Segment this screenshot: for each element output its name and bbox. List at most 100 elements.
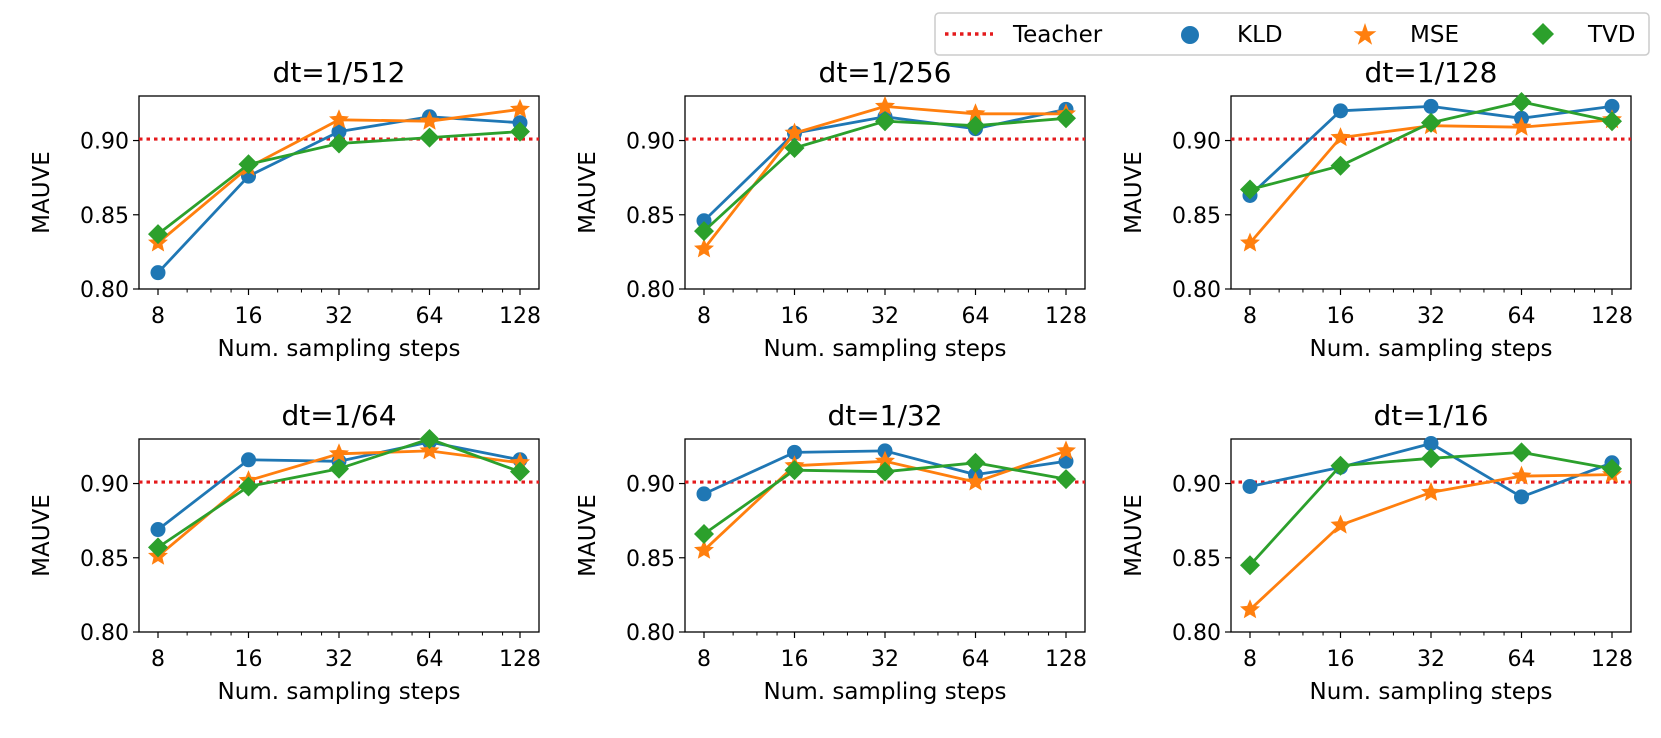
y-axis-label: MAUVE bbox=[1121, 494, 1147, 577]
tvd-point bbox=[1330, 155, 1351, 176]
y-tick-label: 0.85 bbox=[626, 547, 675, 572]
tvd-point bbox=[965, 452, 986, 473]
x-tick-label: 128 bbox=[1045, 304, 1087, 329]
x-tick-label: 16 bbox=[1327, 304, 1355, 329]
tvd-point bbox=[694, 524, 714, 545]
y-axis-label: MAUVE bbox=[575, 151, 601, 234]
x-tick-label: 32 bbox=[1417, 304, 1445, 329]
mse-point bbox=[510, 98, 530, 118]
kld-point bbox=[1333, 103, 1348, 119]
x-tick-label: 8 bbox=[697, 647, 711, 672]
legend-teacher-label: Teacher bbox=[1012, 22, 1103, 48]
tvd-point bbox=[1511, 442, 1532, 463]
mse-point bbox=[419, 110, 440, 130]
legend-tvd-marker bbox=[1532, 23, 1554, 45]
tvd-point bbox=[1330, 455, 1351, 476]
mse-point bbox=[329, 109, 349, 129]
tvd-point bbox=[1240, 555, 1260, 576]
y-tick-label: 0.80 bbox=[1172, 278, 1221, 303]
kld-point bbox=[1604, 98, 1620, 114]
subplot-title: dt=1/64 bbox=[281, 399, 396, 432]
x-tick-label: 32 bbox=[325, 647, 353, 672]
x-tick-label: 8 bbox=[151, 304, 165, 329]
legend-mse-marker bbox=[1353, 23, 1377, 45]
x-tick-label: 64 bbox=[416, 647, 444, 672]
kld-point bbox=[331, 124, 347, 140]
mse-point bbox=[419, 440, 440, 460]
tvd-point bbox=[329, 458, 349, 479]
subplot-1: dt=1/512 0.80 0.85 0.90 8 16 32 64 128 Num. sampl… bbox=[29, 56, 541, 362]
mse-point bbox=[1421, 481, 1441, 501]
tvd-point bbox=[875, 461, 895, 482]
mse-point bbox=[875, 95, 895, 115]
mse-point bbox=[784, 122, 805, 142]
x-tick-label: 32 bbox=[325, 304, 353, 329]
tvd-point bbox=[329, 133, 349, 154]
y-tick-label: 0.90 bbox=[626, 473, 675, 498]
subplot-title: dt=1/16 bbox=[1373, 399, 1488, 432]
x-axis-label: Num. sampling steps bbox=[218, 336, 461, 362]
mse-point bbox=[965, 103, 986, 123]
mse-point bbox=[1240, 232, 1260, 252]
tvd-point bbox=[510, 121, 530, 142]
x-tick-label: 16 bbox=[235, 304, 263, 329]
legend-tvd-label: TVD bbox=[1587, 22, 1636, 48]
tvd-point bbox=[694, 221, 714, 242]
x-tick-label: 64 bbox=[1508, 304, 1536, 329]
subplot-title: dt=1/128 bbox=[1365, 56, 1498, 89]
y-tick-label: 0.85 bbox=[80, 547, 129, 572]
x-tick-label: 128 bbox=[1591, 304, 1633, 329]
tvd-point bbox=[238, 154, 259, 175]
x-tick-label: 128 bbox=[499, 647, 541, 672]
y-tick-label: 0.90 bbox=[80, 130, 129, 155]
x-tick-label: 32 bbox=[871, 647, 899, 672]
tvd-point bbox=[1602, 111, 1622, 132]
kld-point bbox=[1423, 98, 1439, 114]
kld-point bbox=[241, 452, 256, 468]
x-tick-label: 16 bbox=[1327, 647, 1355, 672]
x-tick-label: 16 bbox=[781, 647, 809, 672]
y-tick-label: 0.85 bbox=[1172, 547, 1221, 572]
x-tick-label: 64 bbox=[962, 304, 990, 329]
x-axis-label: Num. sampling steps bbox=[1310, 679, 1553, 705]
y-tick-label: 0.90 bbox=[1172, 130, 1221, 155]
kld-point bbox=[1514, 489, 1529, 505]
kld-point bbox=[150, 522, 166, 538]
kld-point bbox=[696, 486, 712, 502]
mse-point bbox=[1056, 440, 1076, 460]
x-axis-label: Num. sampling steps bbox=[764, 336, 1007, 362]
y-axis-label: MAUVE bbox=[29, 494, 55, 577]
subplot-title: dt=1/32 bbox=[827, 399, 942, 432]
x-tick-label: 64 bbox=[962, 647, 990, 672]
y-tick-label: 0.85 bbox=[80, 204, 129, 229]
x-axis-label: Num. sampling steps bbox=[218, 679, 461, 705]
y-tick-label: 0.90 bbox=[1172, 473, 1221, 498]
subplot-title: dt=1/256 bbox=[819, 56, 952, 89]
tvd-point bbox=[1056, 469, 1076, 490]
kld-point bbox=[787, 444, 802, 460]
legend: Teacher KLD MSE TVD bbox=[934, 12, 1650, 56]
subplot-5: dt=1/32 0.80 0.85 0.90 8 16 32 64 128 Num. sampli… bbox=[575, 399, 1087, 705]
tvd-point bbox=[419, 127, 440, 148]
mse-point bbox=[1240, 599, 1260, 619]
y-tick-label: 0.90 bbox=[626, 130, 675, 155]
subplot-4: dt=1/64 0.80 0.85 0.90 8 16 32 64 128 Num. sampli… bbox=[29, 399, 541, 705]
tvd-point bbox=[419, 429, 440, 449]
x-axis-label: Num. sampling steps bbox=[764, 679, 1007, 705]
tvd-point bbox=[1511, 91, 1532, 112]
x-tick-label: 8 bbox=[697, 304, 711, 329]
x-tick-label: 64 bbox=[1508, 647, 1536, 672]
mse-point bbox=[329, 443, 349, 463]
x-tick-label: 32 bbox=[871, 304, 899, 329]
y-tick-label: 0.85 bbox=[1172, 204, 1221, 229]
y-tick-label: 0.80 bbox=[1172, 621, 1221, 646]
tvd-point bbox=[1602, 458, 1622, 479]
y-tick-label: 0.90 bbox=[80, 473, 129, 498]
legend-kld-label: KLD bbox=[1237, 22, 1283, 48]
legend-mse-label: MSE bbox=[1410, 22, 1459, 48]
y-axis-label: MAUVE bbox=[1121, 151, 1147, 234]
tvd-point bbox=[784, 460, 805, 481]
x-tick-label: 8 bbox=[1243, 647, 1257, 672]
mse-point bbox=[1330, 127, 1351, 147]
y-tick-label: 0.80 bbox=[626, 278, 675, 303]
